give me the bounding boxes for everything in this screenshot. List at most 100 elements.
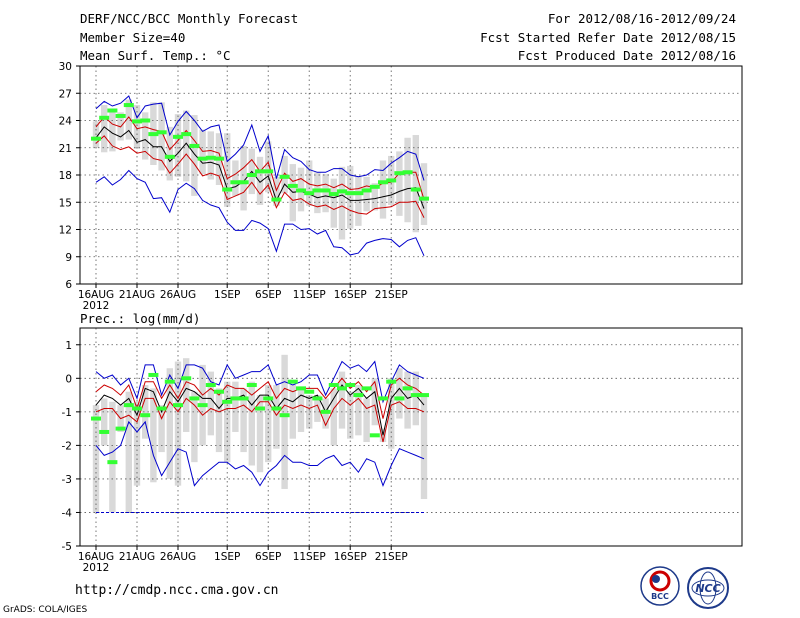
- observed-mark: [99, 429, 110, 434]
- observed-mark: [123, 403, 134, 408]
- y-tick-label: -4: [62, 507, 73, 519]
- observed-mark: [132, 119, 142, 124]
- max-line: [95, 360, 425, 404]
- observed-mark: [320, 188, 331, 193]
- x-tick-label: 1SEP: [214, 289, 240, 301]
- observed-mark: [197, 156, 208, 161]
- observed-mark: [386, 178, 397, 183]
- y-tick-label: 12: [59, 225, 72, 237]
- observed-mark: [91, 136, 101, 141]
- precip-subtitle: Prec.: log(mm/d): [80, 311, 200, 326]
- ensemble-box: [158, 405, 165, 453]
- observed-mark: [345, 191, 356, 196]
- observed-mark: [337, 386, 347, 391]
- observed-mark: [197, 403, 208, 408]
- observed-mark: [328, 383, 339, 388]
- ensemble-box: [297, 388, 305, 432]
- ensemble-box: [314, 172, 321, 214]
- forecast-period: For 2012/08/16-2012/09/24: [547, 11, 736, 26]
- year-label: 2012: [83, 562, 110, 574]
- observed-mark: [140, 413, 151, 418]
- x-tick-label: 26AUG: [160, 289, 196, 301]
- observed-mark: [238, 396, 249, 401]
- lower-spread-line: [95, 135, 425, 218]
- start-date: Fcst Started Refer Date 2012/08/15: [480, 30, 736, 45]
- ensemble-box: [379, 160, 387, 219]
- observed-mark: [164, 154, 175, 159]
- observed-mark: [378, 180, 388, 185]
- ensemble-box: [371, 378, 378, 426]
- ensemble-box: [363, 398, 370, 443]
- y-tick-label: 30: [59, 61, 72, 73]
- ensemble-box: [125, 391, 132, 513]
- ensemble-box: [109, 111, 116, 152]
- observed-mark: [378, 396, 388, 401]
- y-tick-label: 6: [65, 279, 72, 291]
- ensemble-box: [404, 371, 411, 429]
- observed-mark: [115, 426, 126, 431]
- ensemble-box: [224, 381, 231, 463]
- max-line: [95, 95, 425, 181]
- observed-mark: [312, 396, 323, 401]
- x-tick-label: 21SEP: [375, 551, 408, 563]
- observed-mark: [345, 383, 356, 388]
- observed-mark: [386, 379, 397, 384]
- source-url[interactable]: http://cmdp.ncc.cma.gov.cn: [75, 583, 279, 598]
- ensemble-box: [314, 395, 321, 422]
- ensemble-box: [183, 110, 190, 182]
- observed-mark: [369, 184, 380, 189]
- observed-mark: [132, 406, 142, 411]
- observed-mark: [222, 399, 233, 404]
- observed-mark: [419, 393, 429, 398]
- y-tick-label: -5: [62, 541, 72, 553]
- observed-mark: [402, 170, 413, 175]
- observed-mark: [287, 183, 298, 188]
- ensemble-box: [355, 385, 362, 436]
- observed-mark: [353, 191, 364, 196]
- ensemble-box: [248, 381, 255, 466]
- ensemble-box: [338, 166, 346, 240]
- y-tick-label: 1: [65, 340, 72, 352]
- y-tick-label: -2: [62, 440, 72, 452]
- observed-mark: [337, 189, 347, 194]
- x-tick-label: 26AUG: [160, 551, 196, 563]
- ensemble-box: [232, 381, 239, 432]
- ensemble-mean-line: [95, 126, 425, 209]
- ensemble-box: [142, 385, 149, 439]
- observed-mark: [255, 169, 265, 174]
- observed-mark: [320, 409, 331, 414]
- observed-mark: [246, 173, 257, 177]
- y-tick-label: -1: [62, 407, 72, 419]
- ensemble-box: [322, 174, 329, 213]
- observed-mark: [304, 191, 315, 196]
- observed-mark: [230, 396, 241, 401]
- ensemble-box: [281, 354, 288, 489]
- x-tick-label: 16AUG: [78, 289, 114, 301]
- ensemble-box: [338, 371, 346, 429]
- ensemble-box: [166, 126, 173, 181]
- observed-mark: [410, 393, 421, 398]
- x-tick-label: 16SEP: [334, 289, 367, 301]
- observed-mark: [410, 187, 421, 192]
- member-size-label: Member Size=40: [80, 30, 186, 45]
- ensemble-box: [240, 388, 247, 453]
- observed-mark: [140, 118, 151, 123]
- observed-mark: [361, 386, 372, 391]
- observed-mark: [296, 188, 306, 193]
- x-tick-label: 21AUG: [119, 551, 155, 563]
- observed-mark: [246, 383, 257, 388]
- ensemble-box: [330, 388, 337, 446]
- x-tick-label: 21AUG: [119, 289, 155, 301]
- observed-mark: [189, 396, 200, 401]
- ensemble-box: [166, 368, 173, 479]
- ensemble-box: [150, 388, 157, 483]
- observed-mark: [353, 393, 364, 398]
- observed-mark: [419, 196, 429, 201]
- min-line: [95, 420, 425, 488]
- ensemble-box: [133, 105, 141, 149]
- observed-mark: [123, 103, 134, 108]
- temperature-panel: 30 27 24 21 18 15 12 9 6 16AUG 21AUG 26AUG 1SEP 6SEP 1…: [59, 61, 743, 312]
- grads-credit: GrADS: COLA/IGES: [3, 605, 88, 615]
- plot-area: [80, 328, 742, 546]
- observed-mark: [148, 132, 159, 137]
